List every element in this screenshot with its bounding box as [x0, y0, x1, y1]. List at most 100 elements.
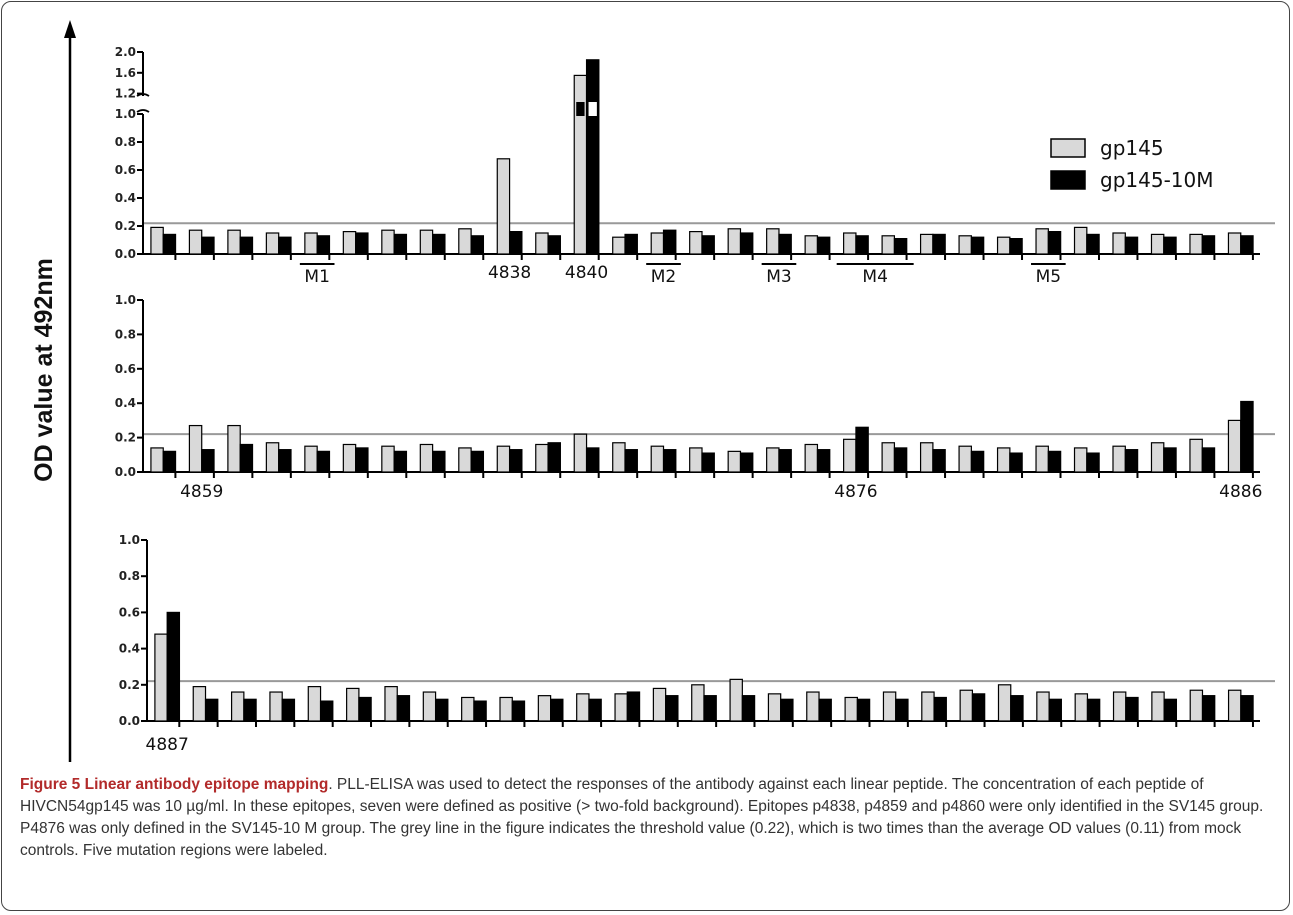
bar-gp145-10m	[585, 59, 600, 255]
peptide-label: 4876	[834, 482, 877, 502]
mutation-region-label: M3	[766, 267, 791, 287]
bar-gp145	[919, 442, 934, 473]
y-tick-label: 0.4	[115, 191, 136, 205]
bar-gp145	[1150, 233, 1165, 255]
bar-gp145-10m	[470, 450, 485, 473]
bar-gp145-10m	[278, 449, 292, 473]
bar-gp145	[227, 229, 241, 255]
bar-gp145-10m	[550, 698, 564, 722]
bar-gp145-10m	[818, 698, 832, 722]
bar-gp145-10m	[585, 447, 600, 473]
bar-gp145	[265, 232, 280, 255]
bar-gp145	[307, 686, 322, 722]
bar-gp145-10m	[1163, 236, 1177, 255]
bar-gp145-10m	[1124, 449, 1139, 473]
bar-gp145-10m	[971, 693, 986, 722]
bar-gp145-10m	[739, 452, 754, 473]
bar-gp145-10m	[741, 695, 756, 722]
legend-swatch-gp145-10m	[1050, 170, 1086, 190]
bar-gp145	[843, 232, 857, 255]
bar-gp145-10m	[166, 611, 181, 722]
bar-gp145	[1189, 438, 1203, 473]
bar-gp145	[419, 229, 434, 255]
bar-gp145	[691, 684, 705, 722]
bar-gp145-10m	[701, 235, 715, 255]
bar-gp145-10m	[893, 447, 908, 473]
bar-gp145-10m	[162, 233, 177, 255]
bar-gp145-10m	[778, 449, 792, 473]
bar-gp145-10m	[508, 449, 523, 473]
bar-gp145-10m	[508, 231, 523, 255]
bar-gp145-10m	[970, 450, 985, 473]
bar-gp145	[804, 235, 819, 255]
bar-gp145	[727, 450, 742, 473]
bar-gp145	[1112, 691, 1127, 722]
bar-gp145	[1035, 228, 1049, 255]
y-tick-label: 0.2	[119, 678, 140, 692]
bar-gp145-10m	[393, 450, 408, 473]
bar-gp145	[419, 443, 434, 473]
bar-gp145	[537, 695, 552, 722]
bar-gp145	[689, 447, 703, 473]
bar-gp145	[381, 229, 395, 255]
bar-gp145-10m	[701, 452, 715, 473]
bar-gp145-10m	[893, 238, 908, 255]
bar-gp145-10m	[933, 696, 947, 722]
bar-gp145-10m	[1086, 452, 1100, 473]
bar-gp145	[269, 691, 283, 722]
axis-break-mark-lower	[136, 109, 150, 113]
bar-gp145	[230, 691, 245, 722]
y-tick-label: 0.2	[115, 431, 136, 445]
bar-gp145	[192, 686, 207, 722]
bar-gp145	[304, 445, 318, 473]
bar-gp145	[997, 684, 1012, 722]
bar-gp145-10m	[278, 236, 292, 255]
bar-gp145	[461, 696, 475, 722]
mutation-region-label: M2	[651, 267, 676, 287]
bar-gp145	[573, 433, 588, 473]
bar-gp145-10m	[1201, 447, 1216, 473]
bar-gp145-10m	[204, 698, 219, 722]
bar-gp145-10m	[432, 450, 446, 473]
bar-gp145-10m	[855, 426, 869, 473]
bar-gp145	[188, 424, 203, 473]
y-axis-arrowhead	[64, 20, 76, 38]
y-tick-label: 0.6	[119, 605, 140, 619]
legend-label-gp145-10m: gp145-10M	[1100, 168, 1214, 192]
bar-gp145-10m	[511, 700, 526, 722]
bar-gp145	[1035, 445, 1049, 473]
bar-gp145	[1073, 226, 1088, 255]
bar-gp145-10m	[319, 700, 334, 722]
bar-gp145	[227, 424, 241, 473]
bar-gp145-10m	[624, 449, 638, 473]
bar-gp145-10m	[665, 695, 679, 722]
bar-gp145	[458, 228, 472, 255]
bar-gp145	[650, 232, 665, 255]
bar-gp145-10m	[780, 698, 794, 722]
bar-gp145	[612, 442, 626, 473]
bar-gp145-10m	[895, 698, 909, 722]
bar-gp145	[458, 447, 472, 473]
bar-gp145	[342, 443, 357, 473]
bar-gp145	[576, 693, 590, 722]
caption-text: . PLL-ELISA was used to detect the respo…	[20, 776, 1264, 859]
bar-gp145	[921, 691, 935, 722]
bar-gp145-10m	[1009, 238, 1023, 255]
bar-gp145-10m	[547, 235, 561, 255]
mutation-region-label: M5	[1036, 267, 1061, 287]
bar-gp145-10m	[1240, 400, 1254, 473]
bar-gp145-10m	[355, 232, 369, 255]
bar-gp145	[766, 228, 780, 255]
bar-gp145	[1189, 689, 1204, 722]
y-tick-label: 0.8	[115, 327, 136, 341]
bar-gp145	[767, 693, 782, 722]
bar-gp145-10m	[201, 236, 215, 255]
y-tick-label: 0.6	[115, 163, 136, 177]
bar-gp145-10m	[1047, 231, 1062, 255]
bar-gp145-10m	[473, 700, 487, 722]
bar-gp145-10m	[1163, 447, 1177, 473]
peptide-label: 4859	[180, 482, 223, 502]
bar-gp145	[650, 445, 665, 473]
bar-gp145-10m	[355, 447, 369, 473]
